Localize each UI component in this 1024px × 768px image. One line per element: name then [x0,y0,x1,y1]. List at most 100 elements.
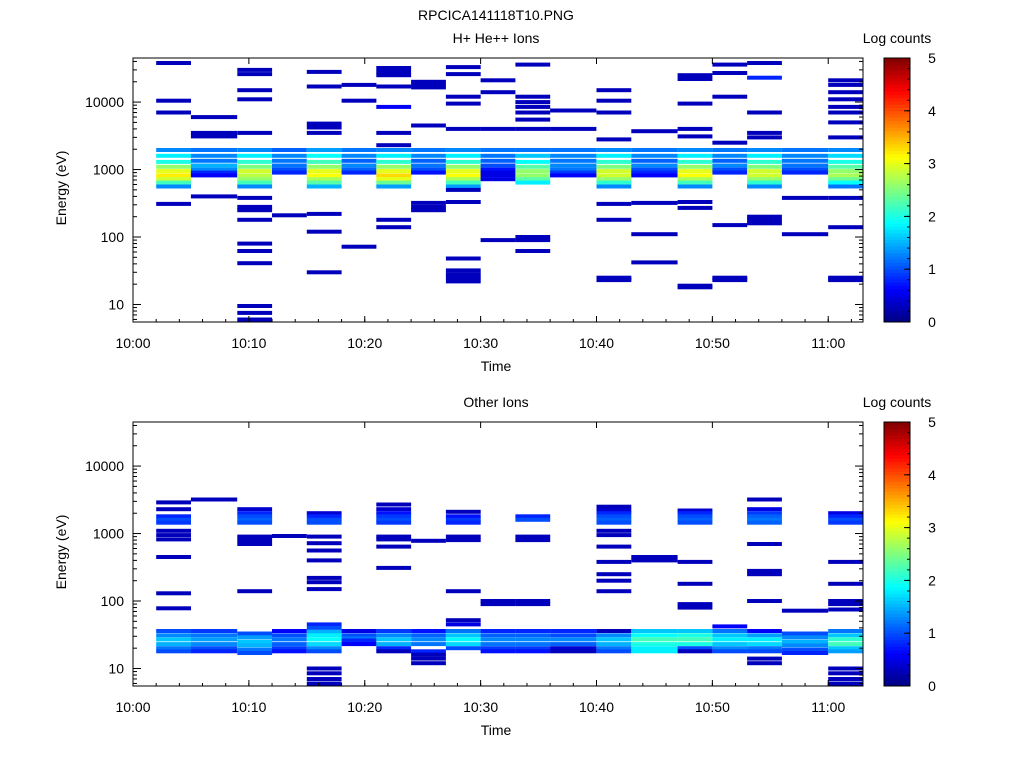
x-tick-label: 10:10 [231,335,266,351]
heatmap-cell [376,177,412,182]
heatmap-cell [480,649,516,654]
x-tick-label: 10:10 [231,699,266,715]
heatmap-cell [411,661,446,666]
heatmap-cell [445,633,481,638]
heatmap-cell [376,534,412,539]
heatmap-cell [190,148,238,152]
heatmap-cell [550,173,597,178]
heatmap-cell [237,310,273,315]
colorbar-tick-label: 4 [928,103,936,119]
heatmap-cell [306,121,342,126]
x-tick-label: 11:00 [811,335,845,351]
heatmap-cell [828,177,863,182]
colorbar-swatch [884,114,910,118]
heatmap-cell [550,629,597,633]
colorbar-swatch [884,583,910,588]
heatmap-cell [306,671,342,676]
colorbar-swatch [884,626,910,631]
heatmap-cell [677,159,713,164]
heatmap-cell [480,177,516,182]
heatmap-cell [376,84,412,89]
heatmap-cell [237,208,273,213]
heatmap-cell [190,637,238,642]
heatmap-cell [445,622,481,627]
heatmap-cell [480,163,516,168]
heatmap-cell [515,249,551,253]
colorbar-swatch [884,633,910,637]
heatmap-cell [596,517,632,522]
colorbar-swatch [884,160,910,165]
heatmap-cell [677,73,713,78]
heatmap-cell [156,533,191,538]
heatmap-cell [828,78,863,83]
colorbar-swatch [884,610,910,614]
colorbar-swatch [884,464,910,469]
heatmap-cell [237,177,273,182]
heatmap-cell [828,681,863,686]
colorbar-swatch [884,653,910,657]
heatmap-cell [747,135,782,140]
heatmap-cell [747,649,782,654]
colorbar-swatch [884,173,910,178]
heatmap-cell [596,184,632,189]
heatmap-cell [376,507,412,512]
colorbar-swatch [884,636,910,641]
heatmap-cell [596,217,632,222]
heatmap-cell [515,517,551,522]
heatmap-cell [156,110,191,115]
heatmap-cell [747,159,782,164]
heatmap-cell [828,180,863,185]
heatmap-cell [156,517,191,522]
colorbar-tick-label: 2 [928,208,936,224]
heatmap-cell [341,98,377,103]
x-axis-label: Time [481,722,512,738]
heatmap-cell [237,88,273,93]
heatmap-cell [631,158,678,163]
colorbar-swatch [884,596,910,601]
heatmap-cell [747,169,782,174]
heatmap-cell [272,167,307,172]
heatmap-cell [747,217,782,222]
heatmap-cell [712,642,748,647]
heatmap-cell [747,221,782,226]
heatmap-cell [596,528,632,533]
heatmap-cell [376,184,412,189]
heatmap-cell [828,104,863,109]
colorbar-swatch [884,616,910,621]
colorbar-swatch [884,58,910,62]
heatmap-cell [445,514,481,519]
heatmap-cell [376,104,412,109]
colorbar-swatch [884,676,910,680]
colorbar-swatch [884,94,910,99]
heatmap-cell [828,637,863,642]
heatmap-cell [712,637,748,642]
heatmap-cell [480,637,516,642]
heatmap-cell [411,163,446,168]
colorbar-swatch [884,242,910,247]
heatmap-cell [596,559,632,564]
heatmap-cell [515,180,551,185]
heatmap-cell [306,642,342,647]
heatmap-cell [480,78,516,83]
axes: 10:00 10:10 10:20 10:30 10:40 10:50 11:00 10 100… [85,421,864,715]
heatmap-cell [376,173,412,178]
colorbar-swatch [884,209,910,214]
heatmap-cell [515,646,551,651]
colorbar-swatch [884,298,910,303]
heatmap-cell [341,633,377,638]
heatmap-cell [156,633,191,638]
heatmap-cell [306,173,342,178]
heatmap-cell [411,79,446,84]
heatmap-cell [480,642,516,647]
heatmap-cell [747,599,782,603]
heatmap-cell [190,158,238,163]
heatmap-cell [237,184,273,189]
colorbar-swatch [884,219,910,224]
colorbar-swatch [884,629,910,634]
heatmap-cell [376,130,412,135]
colorbar-swatch [884,577,910,581]
heatmap-cell [747,542,782,546]
heatmap-cell [306,548,342,553]
heatmap-cell [631,642,678,647]
heatmap-cell [237,217,273,222]
